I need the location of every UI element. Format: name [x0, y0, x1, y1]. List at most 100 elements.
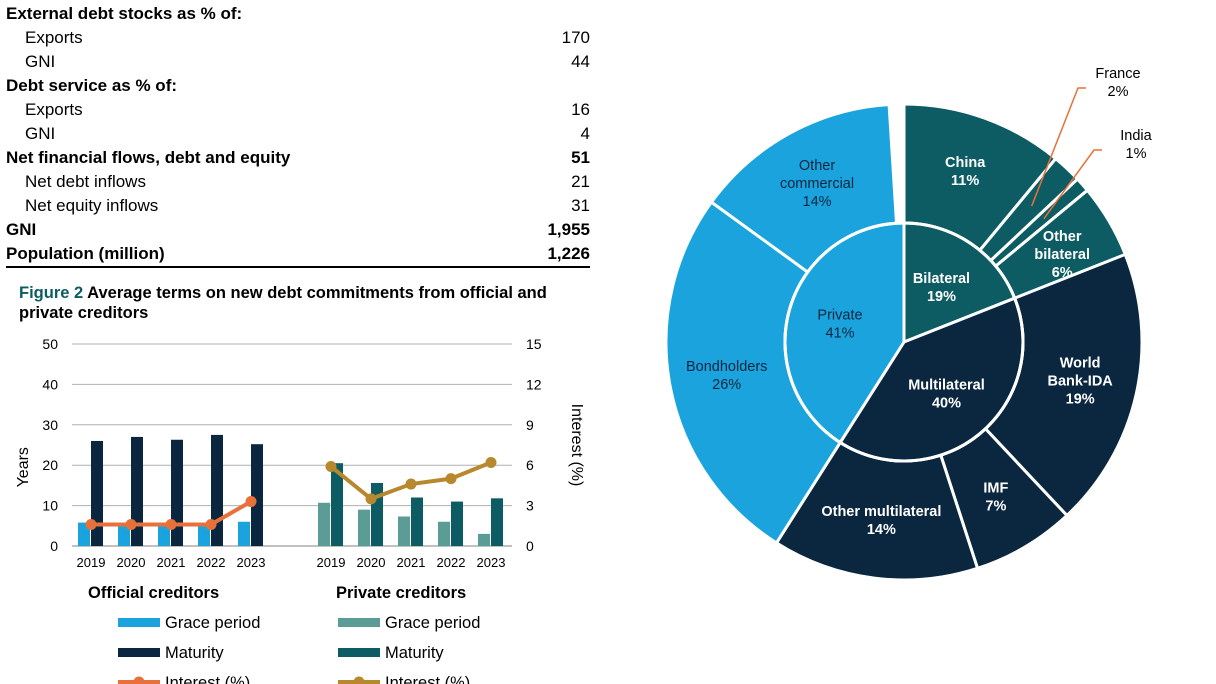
row-label: Population (million)	[6, 242, 514, 268]
outer-label-china-line: China	[945, 155, 986, 171]
legend-swatch	[338, 648, 380, 657]
bar-maturity	[411, 497, 423, 546]
table-row: Net financial flows, debt and equity 51	[6, 146, 590, 170]
outer-label-bondholders-line: Bondholders	[686, 359, 767, 375]
inner-label-private-line: Private	[817, 307, 862, 323]
x-tick-label: 2023	[477, 555, 506, 570]
y2-tick-label: 6	[526, 457, 534, 473]
x-tick-label: 2019	[77, 555, 106, 570]
legend-swatch	[338, 618, 380, 627]
legend-marker	[353, 676, 365, 684]
outer-label-bondholders-line: 26%	[712, 377, 741, 393]
inner-label-multilateral-line: Multilateral	[908, 377, 985, 393]
outer-label-other-commercial-line: 14%	[803, 194, 832, 210]
y-tick-label: 50	[42, 336, 58, 352]
legend-swatch	[118, 618, 160, 627]
figure-title-text: Average terms on new debt commitments fr…	[19, 284, 547, 322]
row-label: GNI	[25, 52, 56, 71]
legend-label: Grace period	[165, 614, 260, 632]
y2-axis-label: Interest (%)	[568, 404, 585, 487]
bar-maturity	[171, 439, 183, 546]
bar-grace-period	[78, 522, 90, 546]
y-axis-label: Years	[15, 447, 32, 487]
y2-tick-label: 12	[526, 376, 542, 392]
table-row: Exports 170	[6, 26, 590, 50]
bar-maturity	[131, 436, 143, 546]
legend-label: Interest (%)	[385, 674, 470, 684]
outer-label-other-commercial-line: commercial	[780, 176, 854, 192]
table-row: Exports 16	[6, 98, 590, 122]
bar-maturity	[251, 444, 263, 546]
outer-label-other-commercial: Other commercial 14%	[780, 158, 854, 210]
debt-terms-bar-chart: 0 10 20 30 40 50 0 3 6 9 12 15 Years Interest (%) 2019…	[15, 336, 585, 684]
outer-label-other-multilateral-line: 14%	[867, 522, 896, 538]
bar-maturity	[491, 498, 503, 546]
figure-2-title: Figure 2 Average terms on new debt commi…	[19, 283, 579, 323]
outer-label-other-bilateral-line: Other	[1043, 229, 1082, 245]
y-tick-label: 0	[50, 538, 58, 554]
inner-label-bilateral: Bilateral 19%	[913, 271, 970, 305]
outer-label-other-multilateral: Other multilateral 14%	[821, 504, 941, 538]
bar-maturity	[331, 463, 343, 546]
y2-tick-label: 15	[526, 336, 542, 352]
table-row: GNI 44	[6, 50, 590, 74]
row-label: Net equity inflows	[25, 196, 159, 215]
bar-grace-period	[398, 516, 410, 546]
y2-tick-label: 3	[526, 498, 534, 514]
row-label: GNI	[25, 124, 56, 143]
interest-point	[205, 518, 217, 530]
row-label: Net financial flows, debt and equity	[6, 148, 291, 167]
row-label: Debt service as % of:	[6, 76, 178, 95]
legend-group-title: Official creditors	[88, 584, 219, 602]
row-value: 4	[580, 124, 590, 143]
legend-label: Interest (%)	[165, 674, 250, 684]
outer-label-imf-line: 7%	[985, 498, 1006, 514]
bar-grace-period	[158, 524, 170, 546]
outer-label-callout-line: 1%	[1126, 146, 1147, 162]
row-value	[514, 2, 590, 26]
y-tick-label: 10	[42, 498, 58, 514]
bar-grace-period	[358, 509, 370, 546]
x-tick-label: 2022	[197, 555, 226, 570]
row-value	[514, 74, 590, 98]
interest-point	[85, 518, 97, 530]
interest-point	[325, 461, 337, 473]
bar-grace-period	[238, 521, 250, 546]
row-label: GNI	[6, 220, 37, 239]
y-tick-label: 30	[42, 417, 58, 433]
inner-label-private: Private 41%	[817, 307, 862, 341]
row-value: 1,226	[513, 242, 590, 268]
interest-point	[445, 473, 457, 485]
table-row: Debt service as % of:	[6, 74, 590, 98]
x-tick-label: 2021	[397, 555, 426, 570]
interest-point	[365, 493, 377, 505]
legend-group-title: Private creditors	[336, 584, 466, 602]
outer-label-china: China 11%	[945, 155, 986, 189]
callout-line	[1030, 87, 1086, 207]
outer-label-other-multilateral-line: Other multilateral	[821, 504, 941, 520]
inner-ring-border	[783, 221, 1025, 463]
legend-label: Maturity	[385, 644, 444, 662]
inner-label-multilateral-line: 40%	[932, 395, 961, 411]
callout-line	[1043, 149, 1102, 220]
table-row: GNI 1,955	[6, 218, 590, 242]
x-tick-label: 2023	[237, 555, 266, 570]
y2-tick-label: 9	[526, 417, 534, 433]
outer-label-other-commercial-line: Other	[799, 158, 835, 174]
inner-label-private-line: 41%	[825, 325, 854, 341]
row-value: 44	[571, 52, 590, 71]
interest-point	[125, 518, 137, 530]
bar-maturity	[451, 501, 463, 546]
inner-label-bilateral-line: 19%	[927, 289, 956, 305]
legend-marker	[133, 676, 145, 684]
table-row: Net debt inflows 21	[6, 170, 590, 194]
row-value: 31	[571, 196, 590, 215]
outer-label-other-bilateral-line: 6%	[1052, 265, 1073, 281]
row-label: External debt stocks as % of:	[6, 4, 243, 23]
x-tick-label: 2019	[317, 555, 346, 570]
bar-grace-period	[318, 502, 330, 546]
bar-grace-period	[478, 533, 490, 546]
row-label: Exports	[25, 28, 83, 47]
interest-point	[245, 496, 257, 508]
interest-point	[165, 518, 177, 530]
